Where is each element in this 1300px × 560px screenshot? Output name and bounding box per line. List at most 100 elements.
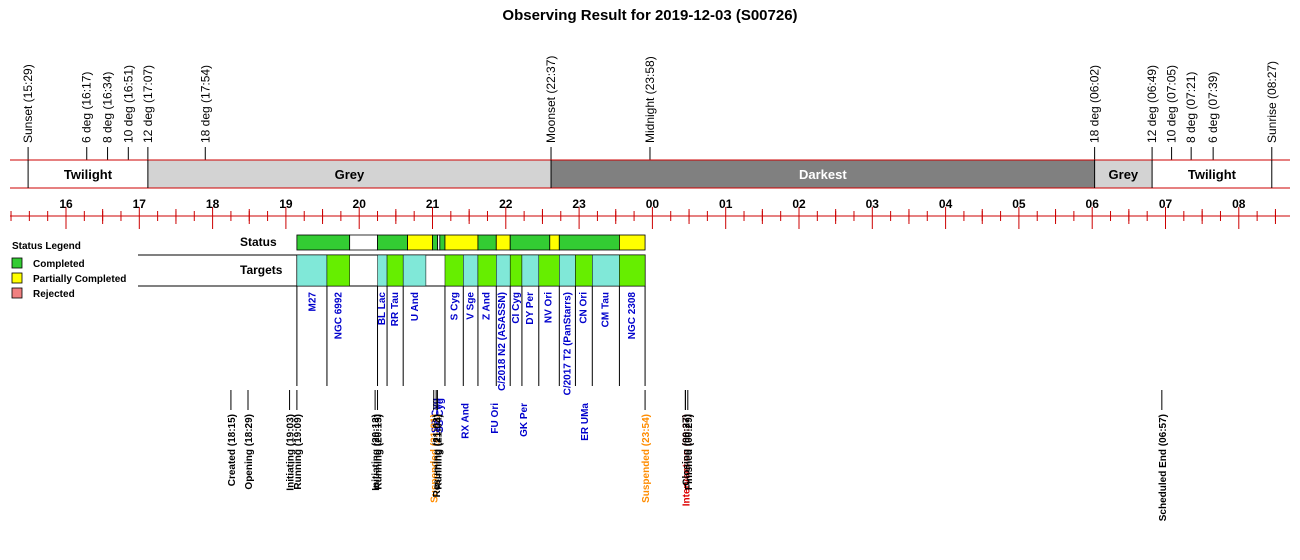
targets-bar — [296, 254, 646, 287]
sky-band-twilight-4 — [1152, 160, 1272, 188]
target-label-v-sge: V Sge — [466, 292, 477, 320]
status-segment — [509, 234, 551, 251]
hour-label-20: 20 — [353, 197, 367, 211]
hour-label-01: 01 — [719, 197, 733, 211]
sun-event-label-sunrise-08-27: Sunrise (08:27) — [1265, 61, 1279, 143]
sun-event-label-12-deg-17-07: 12 deg (17:07) — [141, 65, 155, 143]
event-label-initiating-19-03: Initiating (19:03) — [286, 414, 297, 491]
target-segment-z-and — [477, 254, 497, 287]
targets-row-label: Targets — [240, 263, 283, 277]
band-label-darkest-2: Darkest — [799, 167, 847, 182]
event-label-created-18-15: Created (18:15) — [227, 414, 238, 486]
legend-swatch-partially-completed — [11, 272, 23, 284]
hour-label-04: 04 — [939, 197, 953, 211]
target-label-z-and: Z And — [482, 292, 493, 320]
target-segment-m27 — [296, 254, 328, 287]
target-label-cm-tau: CM Tau — [600, 292, 611, 327]
legend-title: Status Legend — [12, 241, 81, 252]
sky-bands-group: Twilight Grey Darkest Grey Twilight — [10, 159, 1290, 189]
event-label-intervention-00-27: Intervention (00:27) — [681, 414, 692, 506]
status-row-label: Status — [240, 235, 277, 249]
hour-label-06: 06 — [1086, 197, 1100, 211]
hour-label-08: 08 — [1232, 197, 1246, 211]
hour-label-03: 03 — [866, 197, 880, 211]
target-label-bl-lac: BL Lac — [377, 292, 388, 326]
event-label-suspended-21-01: Suspended (21:01) — [430, 414, 441, 503]
target-label-m27: M27 — [307, 292, 318, 312]
sun-event-label-10-deg-07-05: 10 deg (07:05) — [1165, 65, 1179, 143]
hour-label-00: 00 — [646, 197, 660, 211]
event-label-running-19-09: Running (19:09) — [293, 414, 304, 490]
event-label-scheduled-end-06-57: Scheduled End (06:57) — [1158, 414, 1169, 521]
hour-label-18: 18 — [206, 197, 220, 211]
status-segment — [558, 234, 620, 251]
target-label-c-2017-t2-panstarrs: C/2017 T2 (PanStarrs) — [562, 292, 573, 395]
sun-event-label-12-deg-06-49: 12 deg (06:49) — [1145, 65, 1159, 143]
sun-event-label-8-deg-16-34: 8 deg (16:34) — [101, 72, 115, 143]
legend-swatch-rejected — [11, 287, 23, 299]
target-labels-group: M27 NGC 6992 BL Lac RR Tau U And S Cyg V Sge Z … — [296, 286, 646, 441]
hour-label-16: 16 — [59, 197, 73, 211]
target-segment-c-2018-n2-asassn — [496, 254, 511, 287]
status-segment — [432, 234, 439, 251]
sun-event-label-6-deg-16-17: 6 deg (16:17) — [80, 72, 94, 143]
target-segment-dy-per — [521, 254, 540, 287]
band-label-grey-1: Grey — [335, 167, 365, 182]
hour-label-19: 19 — [279, 197, 293, 211]
hour-label-23: 23 — [572, 197, 586, 211]
status-segment — [296, 234, 351, 251]
target-segment-c-2017-t2-panstarrs — [559, 254, 576, 287]
event-label-suspended-23-54: Suspended (23:54) — [641, 414, 652, 503]
legend-swatch-completed — [11, 257, 23, 269]
legend-label-completed: Completed — [33, 259, 85, 270]
target-label-c-2018-n2-asassn: C/2018 N2 (ASASSN) — [497, 292, 508, 391]
target-label-gk-per: GK Per — [519, 403, 530, 437]
band-label-grey-3: Grey — [1109, 167, 1139, 182]
event-label-opening-18-29: Opening (18:29) — [244, 414, 255, 490]
bottom-events-group: Created (18:15) Opening (18:29) Initiating… — [227, 390, 1169, 521]
status-segment — [349, 234, 378, 251]
target-label-u-and: U And — [410, 292, 421, 321]
sun-event-label-moonset-22-37: Moonset (22:37) — [544, 56, 558, 143]
sun-event-label-midnight-23-58: Midnight (23:58) — [643, 56, 657, 143]
target-segment-ngc-2308 — [619, 254, 646, 287]
hour-label-21: 21 — [426, 197, 440, 211]
event-label-running-21-04: Running (21:04) — [433, 414, 444, 490]
hour-label-02: 02 — [792, 197, 806, 211]
status-segment — [619, 234, 646, 251]
rows-group: Status Targets — [240, 235, 283, 277]
sun-events-group: Sunset (15:29) 6 deg (16:17) 8 deg (16:34)… — [21, 56, 1279, 160]
status-legend: Status Legend Completed Partially Complete… — [11, 241, 298, 300]
target-label-er-uma: ER UMa — [580, 403, 591, 441]
status-bar — [296, 234, 646, 251]
target-segment-s-cyg — [444, 254, 464, 287]
band-label-twilight-0: Twilight — [64, 167, 113, 182]
target-label-ngc-6992: NGC 6992 — [334, 292, 345, 340]
target-label-ngc-2308: NGC 2308 — [627, 292, 638, 340]
status-segment — [495, 234, 511, 251]
hour-label-05: 05 — [1012, 197, 1026, 211]
status-segment — [439, 234, 446, 251]
event-label-finished-00-29: Finished (00:29) — [684, 414, 695, 490]
time-axis-group: 16 17 18 19 20 21 22 23 00 01 02 03 04 05 06 07 08 — [10, 197, 1290, 229]
status-segment — [477, 234, 497, 251]
target-label-ci-cyg: CI Cyg — [511, 292, 522, 324]
target-label-s-cyg: S Cyg — [449, 292, 460, 320]
event-label-resuming-21-03: Resuming (21:03) — [432, 414, 443, 497]
sky-band-grey-1 — [147, 160, 552, 188]
hour-label-17: 17 — [133, 197, 147, 211]
legend-label-rejected: Rejected — [33, 289, 75, 300]
target-label-fu-ori: FU Ori — [490, 403, 501, 434]
target-segment-rr-tau — [386, 254, 404, 287]
event-label-initiating-20-13: Initiating (20:13) — [371, 414, 382, 491]
status-segment — [377, 234, 408, 251]
sky-band-darkest-2 — [551, 160, 1095, 188]
event-label-running-20-15: Running (20:15) — [374, 414, 385, 490]
status-segment — [407, 234, 433, 251]
target-segment-ngc-6992 — [326, 254, 350, 287]
sun-event-label-10-deg-16-51: 10 deg (16:51) — [121, 65, 135, 143]
target-segment-u-and — [402, 254, 427, 287]
sky-band-twilight-0 — [28, 160, 148, 188]
legend-label-partially-completed: Partially Completed — [33, 274, 126, 285]
sun-event-label-8-deg-07-21: 8 deg (07:21) — [1184, 72, 1198, 143]
